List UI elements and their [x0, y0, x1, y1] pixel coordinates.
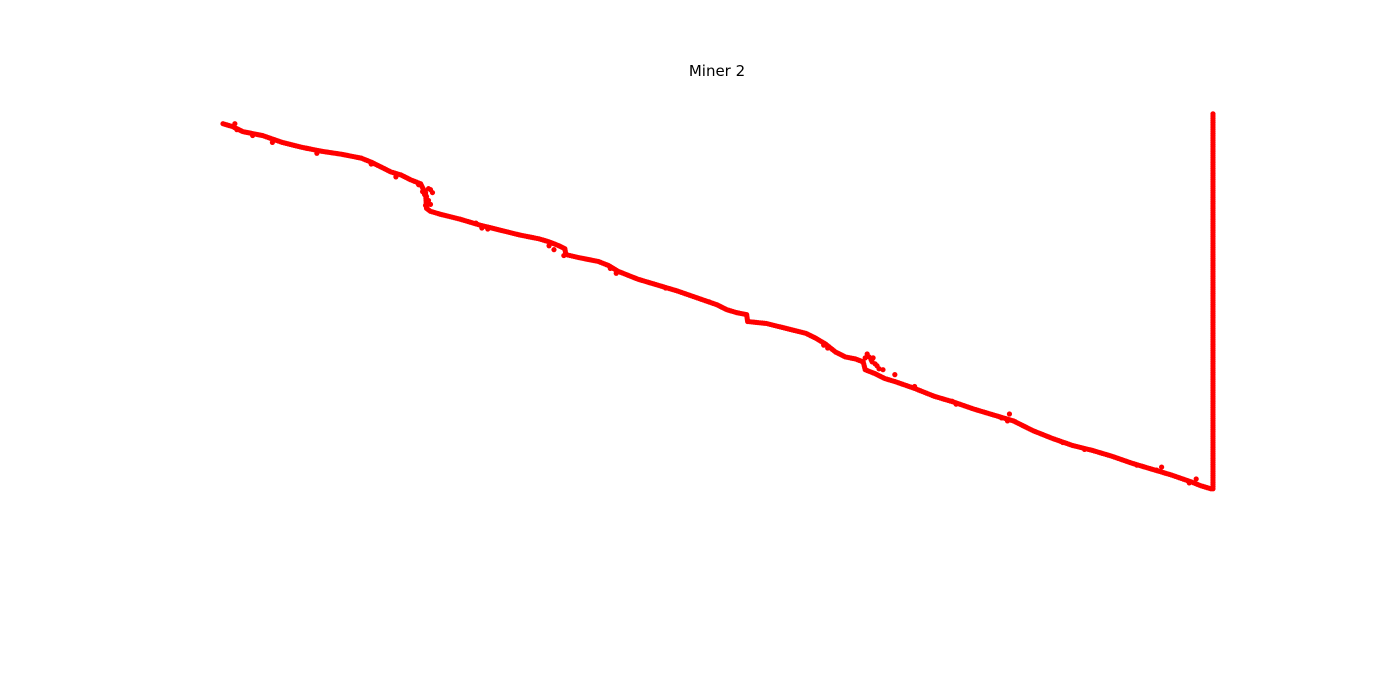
- chart-title: Miner 2: [689, 62, 745, 80]
- data-point-535: [234, 127, 240, 133]
- data-point-557: [561, 252, 567, 259]
- data-point-542: [416, 182, 422, 188]
- data-point-548: [422, 202, 429, 208]
- data-point-579: [1004, 418, 1011, 424]
- data-point-580: [1006, 411, 1013, 417]
- data-point-573: [862, 355, 868, 361]
- data-point-759: [1210, 111, 1216, 117]
- data-point-534: [232, 121, 238, 127]
- data-point-562: [821, 342, 827, 348]
- plot-area: [220, 111, 1216, 492]
- data-point-540: [368, 161, 374, 167]
- data-point-561: [706, 299, 712, 305]
- data-point-554: [485, 226, 491, 232]
- data-point-586: [1186, 480, 1192, 486]
- data-point-581: [1060, 439, 1066, 446]
- data-point-575: [912, 383, 918, 390]
- data-point-587: [1193, 476, 1199, 482]
- data-point-576: [949, 398, 955, 404]
- data-point-538: [304, 145, 310, 151]
- data-point-559: [613, 270, 619, 276]
- data-point-555: [546, 243, 552, 249]
- data-point-582: [1081, 446, 1088, 453]
- data-point-570: [876, 366, 882, 372]
- data-point-572: [870, 355, 876, 361]
- data-point-545: [423, 193, 430, 200]
- data-point-553: [479, 225, 485, 231]
- data-point-556: [551, 247, 557, 253]
- data-point-585: [1159, 464, 1165, 470]
- data-point-577: [953, 401, 959, 407]
- data-point-539: [314, 150, 320, 156]
- data-point-551: [425, 186, 432, 192]
- data-point-560: [663, 285, 669, 291]
- data-point-546: [425, 197, 432, 204]
- data-point-537: [269, 139, 275, 146]
- data-point-584: [1154, 467, 1160, 473]
- data-point-541: [393, 174, 399, 180]
- data-point-563: [825, 345, 831, 351]
- data-point-583: [1134, 462, 1140, 468]
- data-point-552: [473, 220, 479, 226]
- data-point-558: [607, 265, 613, 271]
- data-point-574: [892, 372, 898, 378]
- data-point-571: [880, 367, 886, 373]
- data-point-547: [427, 201, 434, 207]
- data-point-536: [250, 132, 256, 139]
- data-point-578: [998, 415, 1005, 421]
